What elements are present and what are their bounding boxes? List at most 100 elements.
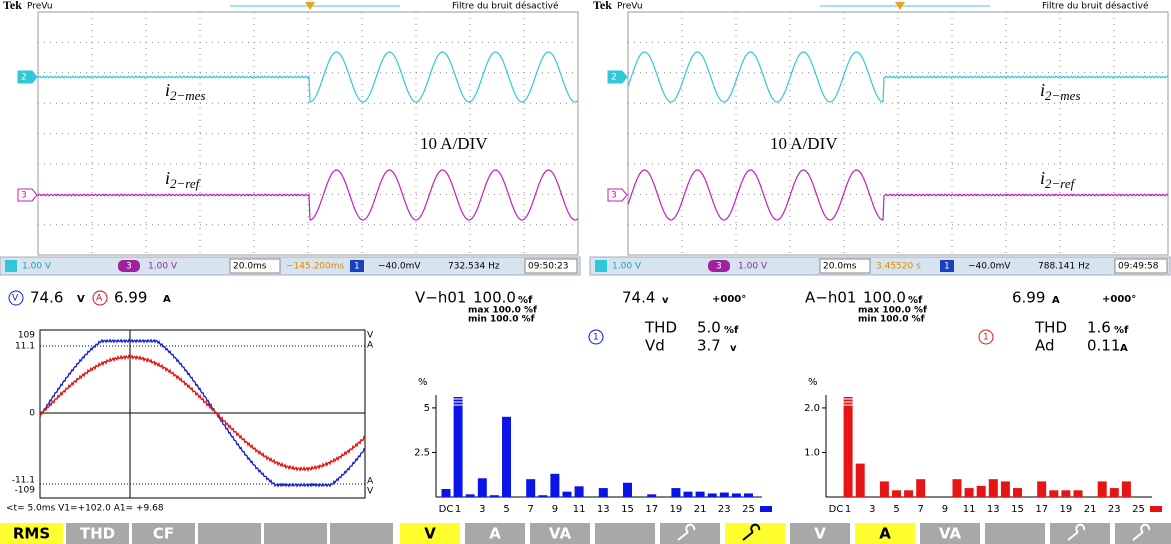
- bar: [916, 479, 925, 497]
- wave-side-label: A: [367, 341, 374, 351]
- x-tick-label: 5: [503, 504, 509, 515]
- x-tick-label: 7: [918, 504, 924, 515]
- status-ch3: 1.00 V: [148, 262, 178, 272]
- bar: [1098, 481, 1107, 497]
- x-tick-label: DC: [439, 504, 454, 515]
- button[interactable]: [595, 523, 655, 544]
- button[interactable]: [1050, 523, 1110, 544]
- status-frequency: 732.534 Hz: [448, 262, 500, 272]
- x-tick-label: 25: [742, 504, 755, 515]
- bar: [1110, 488, 1119, 497]
- x-tick-label: 19: [1060, 504, 1073, 515]
- wave-cursor-readout: <t= 5.0ms V1=+102.0 A1= +9.68: [6, 504, 164, 514]
- d-label: Ad: [1035, 337, 1055, 355]
- a-unit: A: [163, 294, 171, 305]
- bar: [708, 493, 717, 497]
- x-tick-label: 17: [645, 504, 658, 515]
- rms-unit: v: [662, 295, 669, 306]
- bar: [647, 494, 656, 497]
- phase-value: +000°: [1102, 294, 1136, 305]
- h01-unit: %f: [518, 295, 533, 306]
- status-position: 3.45520 s: [876, 262, 921, 272]
- thd-value: 5.0: [697, 319, 721, 337]
- x-tick-label: 21: [1084, 504, 1097, 515]
- trace-label-sub: 2−ref: [170, 176, 202, 191]
- scope-filter: Filtre du bruit désactivé: [452, 1, 559, 12]
- x-tick-label: 5: [893, 504, 899, 515]
- x-tick-label: 9: [942, 504, 948, 515]
- x-tick-label: 21: [694, 504, 707, 515]
- bar: [1037, 481, 1046, 497]
- x-tick-label: 11: [573, 504, 586, 515]
- thd-value: 1.6: [1087, 319, 1111, 337]
- button[interactable]: [264, 523, 327, 544]
- a-reading: 6.99: [114, 289, 147, 307]
- status-trigger-ch: 1: [354, 262, 360, 272]
- min-line: min 100.0 %f: [858, 315, 925, 325]
- trace-label-sub: 2−mes: [170, 88, 206, 103]
- button[interactable]: [330, 523, 393, 544]
- button[interactable]: [725, 523, 785, 544]
- status-ch2-badge: [595, 260, 607, 272]
- button-label: VA: [549, 525, 572, 543]
- bar: [599, 488, 608, 497]
- bar: [466, 494, 475, 497]
- a-icon: A: [96, 294, 103, 304]
- h01-value: 100.0: [863, 289, 906, 307]
- h01-title: A−h01: [805, 289, 856, 307]
- thd-unit: %f: [724, 325, 739, 336]
- thd-label: THD: [644, 319, 677, 337]
- y-tick-label: 2.5: [414, 447, 430, 458]
- rms-value: 74.4: [622, 289, 655, 307]
- scope-brand: Tek: [593, 0, 612, 12]
- x-tick-label: 11: [963, 504, 976, 515]
- button-label: THD: [80, 525, 115, 543]
- h01-value: 100.0: [473, 289, 516, 307]
- y-tick-label: 1.0: [804, 447, 820, 458]
- scope-mode: PreVu: [27, 2, 53, 12]
- status-trigger-ch: 1: [944, 262, 950, 272]
- status-ch2-badge: [5, 260, 17, 272]
- bar: [953, 479, 962, 497]
- h01-title: V−h01: [415, 289, 466, 307]
- bar: [563, 492, 572, 497]
- trace-label-sub: 2−mes: [1045, 88, 1081, 103]
- button-label: VA: [939, 525, 962, 543]
- bar: [490, 495, 499, 497]
- x-tick-label: 7: [528, 504, 534, 515]
- d-label: Vd: [645, 337, 665, 355]
- bar: [856, 464, 865, 497]
- rms-unit: A: [1052, 295, 1060, 306]
- button[interactable]: [198, 523, 261, 544]
- trace-label-sub: 2−ref: [1045, 176, 1077, 191]
- wave-axis-label: -109: [15, 486, 36, 496]
- bar: [1074, 490, 1083, 497]
- y-unit: %: [808, 377, 818, 388]
- bar: [1049, 490, 1058, 497]
- min-line: min 100.0 %f: [468, 315, 535, 325]
- button[interactable]: [985, 523, 1045, 544]
- button-label: V: [424, 525, 436, 543]
- status-position: −145.200ms: [286, 262, 345, 272]
- bar: [892, 490, 901, 497]
- x-tick-label: 15: [1011, 504, 1024, 515]
- bar: [502, 417, 511, 497]
- bar: [904, 490, 913, 497]
- ref-icon: 1: [593, 333, 599, 343]
- channel-marker: 3: [21, 191, 27, 201]
- x-tick-label: 15: [621, 504, 634, 515]
- wave-side-label: A: [367, 477, 374, 487]
- button-label: A: [879, 525, 891, 543]
- channel-marker: 3: [611, 191, 617, 201]
- scale-label: 10 A/DIV: [420, 134, 488, 153]
- d-unit: v: [730, 343, 737, 354]
- v-reading: 74.6: [30, 289, 63, 307]
- page: TekPreVuFiltre du bruit désactivé2i2−mes…: [0, 0, 1171, 544]
- x-tick-label: 13: [597, 504, 610, 515]
- channel-marker: 2: [21, 73, 27, 83]
- d-unit: A: [1120, 343, 1128, 354]
- h01-unit: %f: [908, 295, 923, 306]
- button[interactable]: [660, 523, 720, 544]
- status-time: 09:49:58: [1118, 262, 1159, 272]
- bar: [744, 493, 753, 497]
